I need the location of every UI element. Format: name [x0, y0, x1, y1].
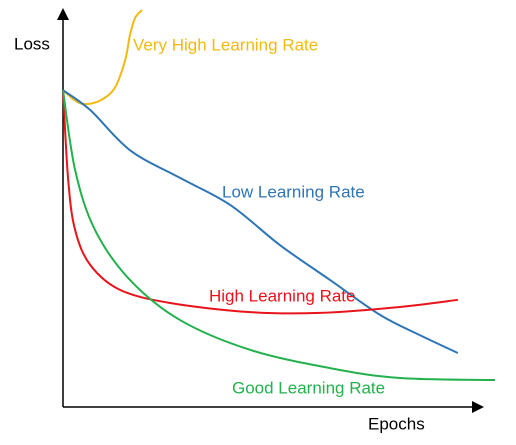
- y-axis-label: Loss: [14, 34, 50, 53]
- curve-label: High Learning Rate: [209, 286, 355, 305]
- loss-curve: [62, 9, 143, 106]
- loss-curve: [62, 90, 496, 382]
- curve-label: Low Learning Rate: [222, 182, 365, 201]
- y-axis-arrow: [57, 8, 69, 20]
- curve-label: Good Learning Rate: [232, 378, 385, 397]
- x-axis-arrow: [472, 401, 484, 413]
- loss-curve: [62, 89, 459, 354]
- curve-label: Very High Learning Rate: [133, 35, 318, 54]
- loss-curve: [62, 90, 458, 315]
- x-axis-label: Epochs: [368, 414, 425, 433]
